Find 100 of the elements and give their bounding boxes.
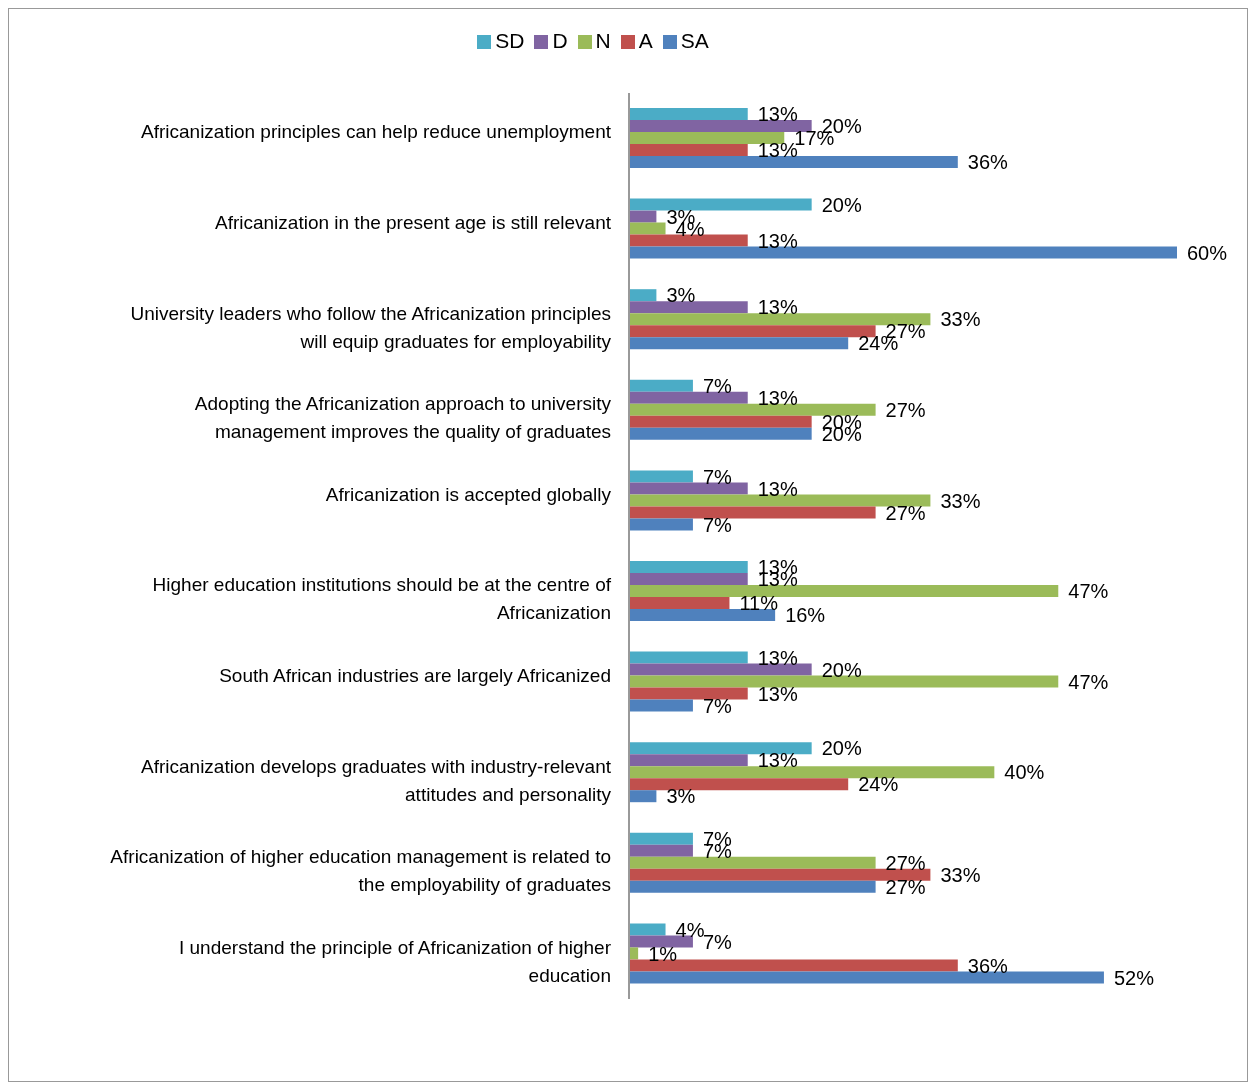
- y-tick-label: Africanization develops graduates with industry-relevant attitudes and personality: [141, 755, 612, 805]
- data-label: 13%: [757, 139, 798, 162]
- y-tick-label: I understand the principle of Africanization of higher education: [179, 936, 612, 986]
- bar: [629, 585, 1059, 597]
- data-label: 7%: [702, 465, 733, 488]
- bar: [629, 325, 876, 338]
- data-label: 33%: [940, 489, 981, 512]
- bar: [629, 971, 1104, 984]
- legend-label: SD: [495, 29, 525, 52]
- data-label: 13%: [757, 477, 798, 500]
- bar: [629, 687, 748, 700]
- data-label: 7%: [702, 513, 733, 536]
- bar: [629, 120, 812, 132]
- data-label: 13%: [757, 646, 798, 669]
- bar: [629, 210, 657, 223]
- bar: [629, 663, 812, 676]
- bar: [629, 561, 748, 573]
- y-tick-label: Higher education institutions should be at the centre of Africanization: [152, 574, 612, 624]
- y-tick-label: Africanization principles can help reduce unemployment: [141, 121, 612, 143]
- bar: [629, 923, 666, 936]
- bar: [629, 198, 812, 211]
- y-tick-label: South African industries are largely Africanized: [219, 664, 611, 686]
- data-label: 40%: [1004, 761, 1045, 784]
- bar: [629, 289, 657, 302]
- bar: [629, 868, 931, 881]
- data-label: 3%: [666, 785, 696, 808]
- bar: [629, 313, 931, 326]
- bar: [629, 482, 748, 495]
- data-label: 27%: [885, 398, 926, 421]
- data-label: 20%: [821, 658, 862, 681]
- bar: [629, 935, 693, 948]
- bar: [629, 651, 748, 664]
- data-label: 27%: [885, 501, 926, 524]
- bar: [629, 573, 748, 585]
- bar: [629, 754, 748, 767]
- bar: [629, 699, 693, 712]
- data-label: 3%: [666, 284, 696, 307]
- legend-label: A: [638, 29, 653, 52]
- bar: [629, 132, 785, 144]
- bar: [629, 494, 931, 507]
- y-tick-label: Adopting the Africanization approach to university management improves the quality of graduates: [194, 393, 612, 443]
- bar: [629, 597, 730, 609]
- data-label: 36%: [967, 954, 1009, 977]
- data-label: 27%: [885, 851, 926, 874]
- bar: [629, 832, 693, 845]
- bar: [629, 959, 958, 972]
- legend-label: N: [595, 29, 611, 52]
- bar: [629, 766, 995, 779]
- data-label: 47%: [1068, 670, 1109, 693]
- bar: [629, 144, 748, 156]
- data-label: 4%: [675, 918, 705, 941]
- data-label: 1%: [648, 942, 678, 965]
- bar: [629, 403, 876, 416]
- bar: [629, 609, 776, 621]
- y-tick-label: Africanization of higher education management is related to the employability of graduates: [110, 846, 611, 896]
- bar: [629, 156, 958, 168]
- bar: [629, 415, 812, 428]
- bar: [629, 427, 812, 440]
- data-label: 13%: [757, 229, 798, 252]
- bar: [629, 222, 666, 235]
- legend-label: D: [552, 29, 568, 52]
- bar: [629, 790, 657, 803]
- data-label: 47%: [1068, 580, 1109, 603]
- data-label: 20%: [821, 737, 862, 760]
- data-label: 7%: [702, 374, 733, 397]
- data-label: 27%: [885, 875, 926, 898]
- bar: [629, 379, 693, 392]
- bar: [629, 778, 849, 791]
- bar: [629, 742, 812, 755]
- data-label: 16%: [785, 604, 826, 627]
- bar: [629, 506, 876, 519]
- data-label: 13%: [757, 682, 798, 705]
- data-label: 52%: [1113, 966, 1155, 989]
- bar: [629, 844, 693, 857]
- bar: [629, 856, 876, 869]
- bar: [629, 391, 748, 404]
- bar: [629, 470, 693, 483]
- data-label: 33%: [940, 308, 981, 331]
- bar: [629, 518, 693, 531]
- y-tick-label: University leaders who follow the Africanization principles will equip graduates for employability: [130, 302, 612, 352]
- y-tick-label: Africanization in the present age is still relevant: [214, 211, 612, 233]
- y-tick-label: Africanization is accepted globally: [325, 483, 612, 505]
- bar: [629, 337, 849, 350]
- data-label: 36%: [967, 151, 1009, 174]
- data-label: 13%: [757, 386, 798, 409]
- data-label: 60%: [1187, 241, 1228, 264]
- bar: [629, 108, 748, 120]
- bar: [629, 234, 748, 247]
- data-label: 13%: [757, 103, 798, 126]
- data-label: 11%: [739, 592, 779, 615]
- data-label: 13%: [757, 296, 798, 319]
- data-label: 33%: [940, 863, 981, 886]
- data-label: 13%: [757, 749, 798, 772]
- data-label: 24%: [858, 773, 899, 796]
- data-label: 20%: [821, 193, 862, 216]
- bar: [629, 246, 1177, 259]
- bar: [629, 301, 748, 314]
- bar: [629, 880, 876, 893]
- bar: [629, 675, 1059, 688]
- data-label: 7%: [702, 694, 733, 717]
